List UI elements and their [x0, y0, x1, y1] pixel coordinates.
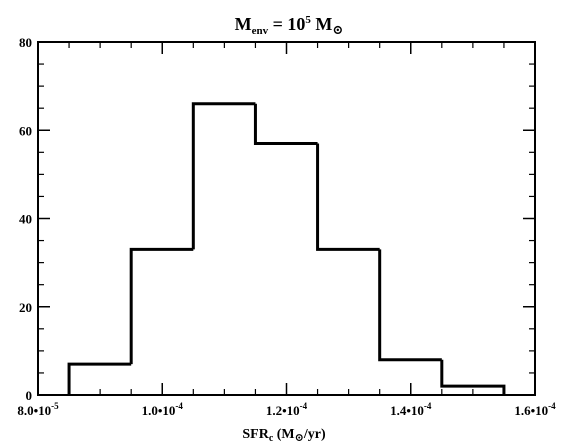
y-tick-label: 0 [26, 388, 33, 403]
title-base-subscript: env [252, 25, 269, 37]
x-tick-mantissa: 8.0•10 [17, 403, 51, 418]
x-tick-mantissa: 1.6•10 [514, 403, 548, 418]
x-tick-exponent: -5 [51, 401, 59, 411]
title-exponent: 5 [305, 14, 311, 26]
xlabel-base-subscript: c [269, 433, 274, 444]
histogram-bin [253, 103, 318, 145]
x-tick-exponent: -4 [300, 401, 308, 411]
x-tick-label: 1.4•10-4 [390, 401, 432, 418]
x-axis-label: SFRc (M⊙/yr) [242, 427, 326, 444]
title-unit-subscript: ⊙ [332, 22, 343, 37]
xlabel-rest-open: (M [273, 427, 294, 442]
histogram-steps [67, 102, 506, 395]
histogram-bin [191, 102, 256, 250]
xlabel-rest-subscript: ⊙ [295, 432, 304, 444]
x-tick-label: 1.2•10-4 [266, 401, 308, 418]
axes [37, 41, 536, 396]
title-unit: M [311, 14, 333, 34]
histogram-bin [440, 359, 506, 395]
x-tick-label: 1.0•10-4 [142, 401, 184, 418]
x-tick-exponent: -4 [175, 401, 183, 411]
chart-title: Menv = 105 M⊙ [235, 14, 344, 37]
title-base: M [235, 14, 252, 34]
x-tick-exponent: -4 [548, 401, 556, 411]
histogram-bin [316, 143, 380, 251]
plot-frame [37, 41, 536, 396]
xlabel-base: SFR [242, 427, 269, 442]
title-mid: = 10 [268, 14, 305, 34]
x-tick-label: 8.0•10-5 [17, 401, 59, 418]
x-tick-mantissa: 1.0•10 [142, 403, 176, 418]
histogram-bin [67, 362, 132, 395]
y-tick-label: 20 [19, 300, 32, 315]
y-tick-label: 60 [19, 123, 32, 138]
x-tick-label: 1.6•10-4 [514, 401, 556, 418]
histogram-bin [378, 249, 442, 362]
x-tick-exponent: -4 [424, 401, 432, 411]
histogram-bin [129, 247, 194, 365]
y-tick-label: 80 [19, 35, 32, 50]
x-tick-mantissa: 1.4•10 [390, 403, 424, 418]
y-tick-label: 40 [19, 212, 32, 227]
xlabel-rest-close: /yr) [303, 427, 326, 442]
x-tick-mantissa: 1.2•10 [266, 403, 300, 418]
